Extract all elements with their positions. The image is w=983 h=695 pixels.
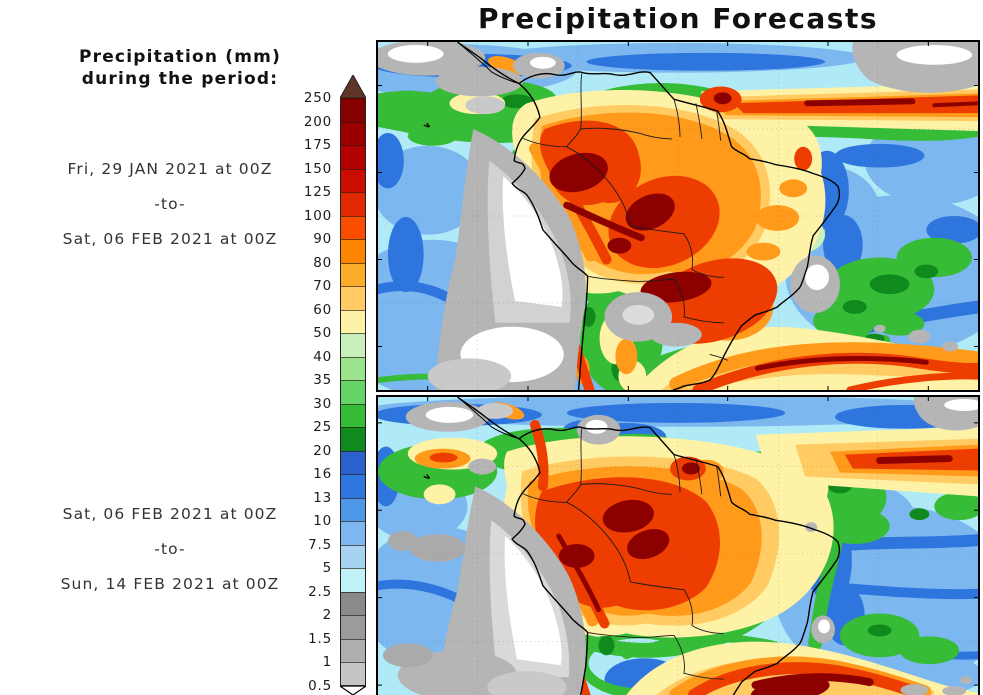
colorbar-level-70: 70 <box>313 278 332 294</box>
galapagos-mark <box>423 474 431 480</box>
colorbar-level-30: 30 <box>313 395 332 412</box>
colorbar-level-20: 20 <box>313 442 332 459</box>
colorbar-over-arrow <box>340 75 366 98</box>
colorbar: 250 200 175 150 125 100 90 80 70 60 50 40 35 30 25 20 16… <box>262 75 372 695</box>
colorbar-level-60: 60 <box>313 301 332 318</box>
colorbar-cell-60 <box>341 309 365 333</box>
legend-header: Precipitation (mm) during the period: <box>20 46 340 90</box>
range2-from: Sat, 06 FEB 2021 at 00Z <box>62 505 278 523</box>
country-borders <box>521 428 724 680</box>
colorbar-level-16: 16 <box>313 466 332 482</box>
colorbar-level-90: 90 <box>313 231 332 247</box>
colorbar-level-0.5: 0.5 <box>308 677 332 694</box>
colorbar-cell-30 <box>341 403 365 427</box>
colorbar-level-35: 35 <box>313 372 332 388</box>
forecast-range-2: Sat, 06 FEB 2021 at 00Z -to- Sun, 14 FEB… <box>5 497 335 602</box>
colorbar-cell-200 <box>341 121 365 145</box>
colorbar-level-80: 80 <box>313 254 332 271</box>
colorbar-level-1: 1 <box>322 654 332 670</box>
colorbar-level-40: 40 <box>313 348 332 365</box>
colorbar-cell-2.5 <box>341 591 365 615</box>
map-panel-1 <box>376 40 980 392</box>
colorbar-level-7.5: 7.5 <box>308 536 332 553</box>
colorbar-level-2.5: 2.5 <box>308 583 332 600</box>
page-title: Precipitation Forecasts <box>477 2 879 35</box>
range2-to: Sun, 14 FEB 2021 at 00Z <box>60 575 280 593</box>
map-grid <box>378 397 978 695</box>
colorbar-level-150: 150 <box>303 160 332 177</box>
colorbar-level-200: 200 <box>303 113 332 130</box>
precip-map-week1 <box>378 42 978 390</box>
colorbar-cell-13 <box>341 497 365 521</box>
colorbar-cell-1.5 <box>341 638 365 662</box>
colorbar-level-5: 5 <box>322 560 332 576</box>
colorbar-level-25: 25 <box>313 419 332 435</box>
legend-header-line2: during the period: <box>81 69 279 89</box>
colorbar-cell-250 <box>341 98 365 122</box>
extreme-rain-layer <box>549 92 732 303</box>
colorbar-cell-2 <box>341 615 365 639</box>
range1-from: Fri, 29 JAN 2021 at 00Z <box>67 160 273 178</box>
legend-header-line1: Precipitation (mm) <box>78 47 282 67</box>
colorbar-cell-40 <box>341 356 365 380</box>
map-grid <box>378 42 978 390</box>
dry-gray-layer <box>382 397 978 695</box>
colorbar-cell-5 <box>341 568 365 592</box>
forecast-range-1: Fri, 29 JAN 2021 at 00Z -to- Sat, 06 FEB… <box>5 152 335 257</box>
colorbar-cell-1 <box>341 662 365 686</box>
colorbar-cell-7.5 <box>341 544 365 568</box>
colorbar-level-250: 250 <box>303 90 332 106</box>
galapagos-mark <box>423 122 431 128</box>
colorbar-level-13: 13 <box>313 489 332 506</box>
colorbar-cell-10 <box>341 521 365 545</box>
colorbar-cell-80 <box>341 262 365 286</box>
range1-to: Sat, 06 FEB 2021 at 00Z <box>62 230 278 248</box>
colorbar-cell-90 <box>341 239 365 263</box>
colorbar-level-10: 10 <box>313 513 332 529</box>
extreme-rain-streaks <box>563 98 978 371</box>
colorbar-level-100: 100 <box>303 207 332 224</box>
range1-separator: -to- <box>154 195 186 213</box>
colorbar-level-2: 2 <box>322 607 332 623</box>
coastline <box>423 42 841 390</box>
dry-gray-layer <box>378 42 978 390</box>
colorbar-level-125: 125 <box>303 184 332 200</box>
orange-streaks <box>528 142 978 390</box>
colorbar-level-50: 50 <box>313 325 332 341</box>
range2-separator: -to- <box>154 540 186 558</box>
colorbar-cell-20 <box>341 450 365 474</box>
colorbar-level-175: 175 <box>303 137 332 153</box>
colorbar-cell-125 <box>341 192 365 216</box>
colorbar-cell-25 <box>341 427 365 451</box>
precip-map-week2 <box>378 397 978 695</box>
country-borders <box>521 73 728 361</box>
map-ticks <box>378 397 978 686</box>
colorbar-cell-35 <box>341 380 365 404</box>
colorbar-cell-100 <box>341 215 365 239</box>
colorbar-cell-175 <box>341 145 365 169</box>
colorbar-cell-16 <box>341 474 365 498</box>
colorbar-cells <box>340 98 366 686</box>
colorbar-under-arrow <box>340 686 366 695</box>
colorbar-cell-150 <box>341 168 365 192</box>
coastline <box>423 397 841 695</box>
map-panel-2 <box>376 395 980 695</box>
colorbar-labels: 250 200 175 150 125 100 90 80 70 60 50 40 35 30 25 20 16… <box>262 75 332 695</box>
colorbar-cell-50 <box>341 333 365 357</box>
extreme-rain-streaks <box>556 455 953 690</box>
colorbar-cell-70 <box>341 286 365 310</box>
colorbar-level-1.5: 1.5 <box>308 630 332 647</box>
map-ticks <box>378 42 978 390</box>
